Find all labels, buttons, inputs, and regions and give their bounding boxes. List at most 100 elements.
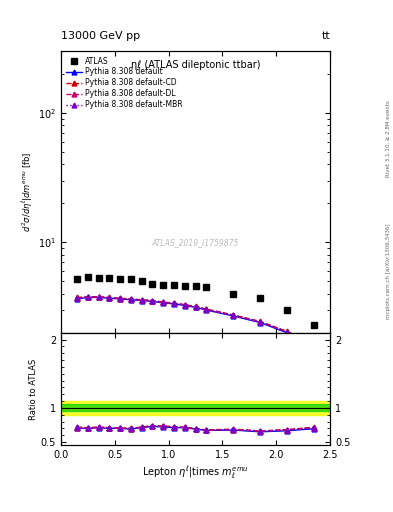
Pythia 8.308 default-DL: [193, 304, 198, 310]
ATLAS: [172, 282, 176, 288]
ATLAS: [150, 281, 155, 287]
Pythia 8.308 default-DL: [161, 300, 165, 306]
Pythia 8.308 default-CD: [172, 300, 176, 306]
Pythia 8.308 default-CD: [204, 306, 209, 312]
Pythia 8.308 default-MBR: [182, 302, 187, 308]
Pythia 8.308 default-MBR: [312, 341, 316, 347]
Pythia 8.308 default-DL: [231, 312, 235, 318]
Pythia 8.308 default: [231, 313, 235, 319]
Pythia 8.308 default-CD: [107, 294, 112, 301]
Pythia 8.308 default-CD: [182, 302, 187, 308]
ATLAS: [193, 283, 198, 289]
ATLAS: [107, 275, 112, 281]
Pythia 8.308 default: [107, 295, 112, 301]
Pythia 8.308 default-MBR: [96, 294, 101, 300]
Pythia 8.308 default-MBR: [172, 300, 176, 306]
Pythia 8.308 default-CD: [86, 294, 90, 300]
Pythia 8.308 default-DL: [96, 294, 101, 300]
Text: ηℓ (ATLAS dileptonic ttbar): ηℓ (ATLAS dileptonic ttbar): [131, 60, 260, 70]
Text: 13000 GeV pp: 13000 GeV pp: [61, 31, 140, 41]
ATLAS: [118, 275, 123, 282]
Line: ATLAS: ATLAS: [73, 273, 318, 328]
Pythia 8.308 default-CD: [285, 328, 289, 334]
ATLAS: [204, 284, 209, 290]
Pythia 8.308 default: [118, 296, 123, 302]
Y-axis label: $d^2\sigma / d\eta^\ell|dm^{emu}$ [fb]: $d^2\sigma / d\eta^\ell|dm^{emu}$ [fb]: [21, 152, 35, 232]
Pythia 8.308 default-DL: [118, 295, 123, 302]
Pythia 8.308 default-DL: [86, 294, 90, 300]
Pythia 8.308 default-MBR: [150, 297, 155, 304]
Pythia 8.308 default-MBR: [107, 294, 112, 301]
Pythia 8.308 default: [193, 304, 198, 310]
Line: Pythia 8.308 default-MBR: Pythia 8.308 default-MBR: [75, 294, 316, 347]
Pythia 8.308 default-MBR: [193, 304, 198, 310]
Pythia 8.308 default-DL: [182, 302, 187, 308]
Y-axis label: Ratio to ATLAS: Ratio to ATLAS: [29, 358, 38, 420]
Pythia 8.308 default-DL: [258, 319, 263, 325]
Text: Rivet 3.1.10, ≥ 2.8M events: Rivet 3.1.10, ≥ 2.8M events: [386, 100, 391, 177]
Pythia 8.308 default: [150, 298, 155, 305]
Pythia 8.308 default-CD: [193, 303, 198, 309]
Pythia 8.308 default-DL: [75, 295, 79, 301]
Pythia 8.308 default-MBR: [75, 295, 79, 301]
Pythia 8.308 default-DL: [172, 300, 176, 306]
Line: Pythia 8.308 default-CD: Pythia 8.308 default-CD: [75, 294, 316, 346]
Pythia 8.308 default-DL: [285, 329, 289, 335]
Pythia 8.308 default: [140, 297, 144, 304]
Pythia 8.308 default-MBR: [231, 312, 235, 318]
ATLAS: [129, 276, 133, 282]
Pythia 8.308 default-DL: [150, 298, 155, 304]
Pythia 8.308 default: [285, 330, 289, 336]
Pythia 8.308 default: [182, 303, 187, 309]
Pythia 8.308 default-MBR: [204, 306, 209, 312]
Text: mcplots.cern.ch [arXiv:1306.3436]: mcplots.cern.ch [arXiv:1306.3436]: [386, 224, 391, 319]
Pythia 8.308 default-DL: [312, 341, 316, 347]
Pythia 8.308 default-CD: [140, 296, 144, 303]
ATLAS: [231, 291, 235, 297]
Bar: [61, 401, 330, 415]
Pythia 8.308 default-MBR: [258, 318, 263, 325]
ATLAS: [285, 307, 289, 313]
ATLAS: [312, 322, 316, 328]
Pythia 8.308 default-MBR: [140, 297, 144, 303]
Pythia 8.308 default-DL: [204, 306, 209, 312]
Pythia 8.308 default: [96, 294, 101, 301]
Pythia 8.308 default-CD: [129, 296, 133, 302]
ATLAS: [258, 295, 263, 301]
ATLAS: [140, 278, 144, 284]
Bar: [61, 404, 330, 411]
Line: Pythia 8.308 default: Pythia 8.308 default: [75, 295, 316, 348]
Legend: ATLAS, Pythia 8.308 default, Pythia 8.308 default-CD, Pythia 8.308 default-DL, P: ATLAS, Pythia 8.308 default, Pythia 8.30…: [65, 55, 184, 111]
Pythia 8.308 default-MBR: [129, 296, 133, 302]
Pythia 8.308 default: [86, 294, 90, 301]
Pythia 8.308 default-DL: [107, 295, 112, 301]
Pythia 8.308 default: [129, 296, 133, 303]
ATLAS: [75, 276, 79, 282]
Pythia 8.308 default-MBR: [86, 294, 90, 300]
ATLAS: [161, 282, 165, 288]
ATLAS: [182, 283, 187, 289]
Pythia 8.308 default-CD: [96, 294, 101, 300]
Pythia 8.308 default-DL: [140, 297, 144, 303]
Pythia 8.308 default-MBR: [118, 295, 123, 302]
Pythia 8.308 default: [172, 301, 176, 307]
Pythia 8.308 default-CD: [150, 297, 155, 304]
Pythia 8.308 default: [75, 296, 79, 302]
Pythia 8.308 default: [258, 319, 263, 326]
X-axis label: Lepton $\eta^\ell|$times $m^{emu}_\ell$: Lepton $\eta^\ell|$times $m^{emu}_\ell$: [142, 464, 249, 481]
Pythia 8.308 default: [204, 307, 209, 313]
Pythia 8.308 default-MBR: [161, 299, 165, 305]
ATLAS: [96, 275, 101, 281]
Text: ATLAS_2019_I1759875: ATLAS_2019_I1759875: [152, 238, 239, 247]
Line: Pythia 8.308 default-DL: Pythia 8.308 default-DL: [75, 294, 316, 347]
Pythia 8.308 default-CD: [258, 318, 263, 325]
Pythia 8.308 default-CD: [161, 299, 165, 305]
Pythia 8.308 default: [161, 300, 165, 306]
Pythia 8.308 default-DL: [129, 296, 133, 303]
Pythia 8.308 default-CD: [312, 340, 316, 347]
Pythia 8.308 default-CD: [231, 312, 235, 318]
Text: tt: tt: [321, 31, 330, 41]
Pythia 8.308 default-MBR: [285, 329, 289, 335]
Pythia 8.308 default-CD: [118, 295, 123, 301]
Pythia 8.308 default: [312, 342, 316, 348]
